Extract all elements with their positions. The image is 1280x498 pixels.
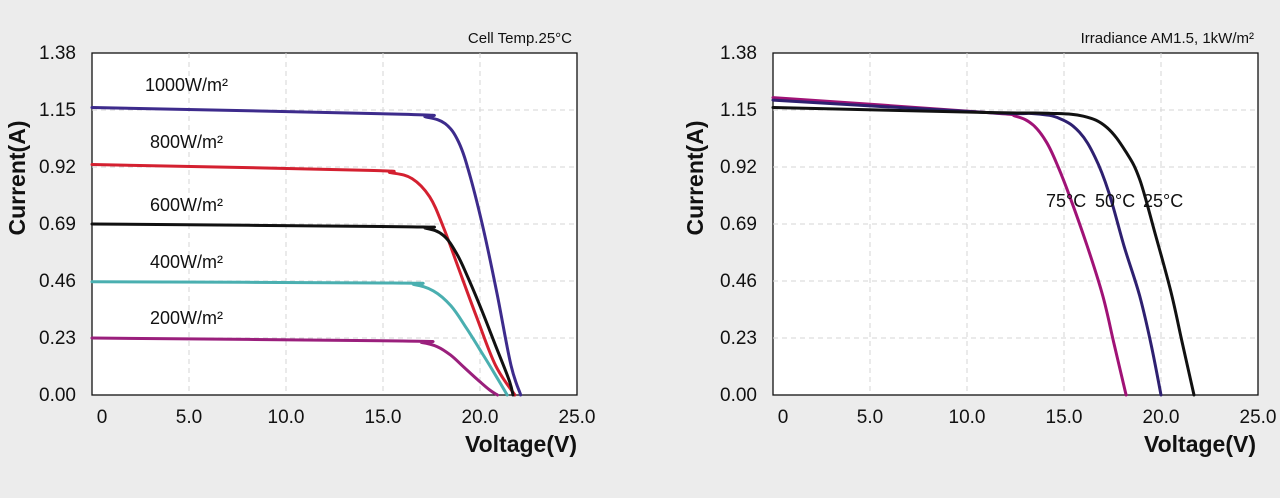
series-line-right-25-c [771,106,1196,397]
series-label-400: 400W/m² [150,252,223,272]
y-tick-right-6: 1.38 [720,43,757,64]
y-ticks-right: 0.00 0.23 0.46 0.69 0.92 1.15 1.38 [720,43,757,406]
y-tick-right-0: 0.00 [720,385,757,406]
series-label-1000: 1000W/m² [145,75,228,95]
series-line-left-800w-m [90,163,517,397]
x-tick-right-4: 20.0 [1143,407,1180,428]
chart-irradiance-panel: 0 5.0 10.0 15.0 20.0 25.0 0.00 0.23 0.46 0.69 0.9… [4,30,595,457]
y-tick-right-5: 1.15 [720,100,757,121]
y-tick-left-4: 0.92 [39,157,76,178]
chart-title-left: Cell Temp.25°C [468,30,572,47]
series-label-200: 200W/m² [150,308,223,328]
y-axis-label-right: Current(A) [682,121,708,236]
chart-temperature-panel: 0 5.0 10.0 15.0 20.0 25.0 0.00 0.23 0.46 0.69 0.9… [682,30,1276,457]
y-tick-right-3: 0.69 [720,214,757,235]
x-tick-left-0: 0 [97,407,108,428]
x-tick-left-1: 5.0 [176,407,202,428]
x-tick-right-3: 15.0 [1046,407,1083,428]
series-line-left-400w-m [90,280,509,397]
y-tick-left-2: 0.46 [39,271,76,292]
y-tick-right-2: 0.46 [720,271,757,292]
y-tick-left-0: 0.00 [39,385,76,406]
series-line-left-1000w-m [90,106,523,397]
x-axis-label-left: Voltage(V) [465,431,577,457]
curves-left [90,106,523,397]
series-label-800: 800W/m² [150,132,223,152]
series-line-left-200w-m [90,336,499,397]
x-tick-left-4: 20.0 [462,407,499,428]
curves-right [771,96,1196,397]
series-label-25c: 25°C [1143,191,1183,211]
x-tick-right-0: 0 [778,407,789,428]
x-axis-label-right: Voltage(V) [1144,431,1256,457]
series-labels-left: 1000W/m² 800W/m² 600W/m² 400W/m² 200W/m² [145,75,228,328]
y-tick-left-6: 1.38 [39,43,76,64]
y-tick-right-1: 0.23 [720,328,757,349]
y-ticks-left: 0.00 0.23 0.46 0.69 0.92 1.15 1.38 [39,43,76,406]
x-tick-left-5: 25.0 [559,407,596,428]
x-tick-left-3: 15.0 [365,407,402,428]
y-tick-left-3: 0.69 [39,214,76,235]
x-tick-right-1: 5.0 [857,407,883,428]
x-ticks-left: 0 5.0 10.0 15.0 20.0 25.0 [97,407,596,428]
y-tick-left-5: 1.15 [39,100,76,121]
y-axis-label-left: Current(A) [4,121,30,236]
chart-title-right: Irradiance AM1.5, 1kW/m² [1081,30,1254,47]
series-line-left-600w-m [90,222,515,397]
x-tick-right-5: 25.0 [1240,407,1277,428]
x-ticks-right: 0 5.0 10.0 15.0 20.0 25.0 [778,407,1277,428]
series-label-50c: 50°C [1095,191,1135,211]
series-labels-right: 75°C 50°C 25°C [1046,191,1183,211]
series-label-75c: 75°C [1046,191,1086,211]
x-tick-right-2: 10.0 [949,407,986,428]
y-tick-right-4: 0.92 [720,157,757,178]
series-label-600: 600W/m² [150,195,223,215]
y-tick-left-1: 0.23 [39,328,76,349]
x-tick-left-2: 10.0 [268,407,305,428]
